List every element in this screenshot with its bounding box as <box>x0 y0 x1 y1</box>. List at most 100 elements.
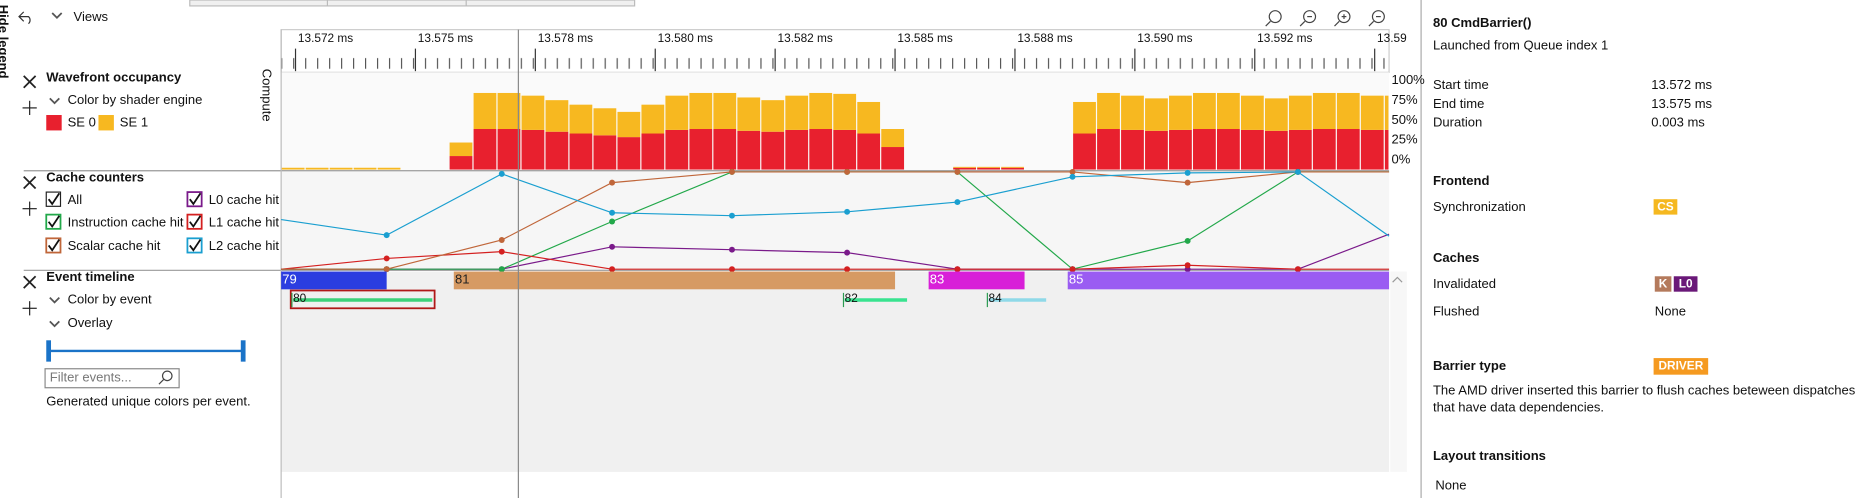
occupancy-bar <box>497 92 521 130</box>
counter-point <box>1294 266 1301 273</box>
color-mode[interactable]: Color by shader engine <box>68 92 203 107</box>
remove-button[interactable] <box>23 275 37 289</box>
occupancy-bar <box>473 129 497 170</box>
remove-button[interactable] <box>23 176 37 190</box>
occupancy-bar <box>1097 129 1120 170</box>
field-label: Duration <box>1433 115 1482 130</box>
counter-point <box>954 168 961 175</box>
move-button[interactable] <box>22 100 37 116</box>
counter-point <box>609 179 616 186</box>
event-label: 84 <box>989 291 1003 305</box>
occupancy-bar <box>641 104 665 134</box>
checkbox-label[interactable]: Scalar cache hit <box>68 238 161 253</box>
hide-legend[interactable]: Hide legend <box>0 5 11 79</box>
occupancy-bar <box>761 100 785 132</box>
field-value: None <box>1655 303 1686 318</box>
filter-placeholder[interactable]: Filter events... <box>50 370 132 385</box>
occupancy-bar <box>1240 129 1264 170</box>
occupancy-bar <box>1121 129 1144 170</box>
occupancy-bar <box>305 167 329 170</box>
scrollbar[interactable] <box>1390 271 1407 472</box>
event-bar <box>1067 271 1390 290</box>
counter-point <box>1184 169 1191 176</box>
counter-point <box>498 237 505 243</box>
occupancy-bar <box>665 95 689 130</box>
event-bar <box>281 271 387 290</box>
section-title: Wavefront occupancy <box>46 70 182 85</box>
counter-point <box>609 209 616 216</box>
occupancy-bar <box>1216 92 1240 130</box>
x-tick-label: 13.582 ms <box>778 31 833 45</box>
counter-point <box>498 248 505 255</box>
badge-text: K <box>1659 277 1668 291</box>
range-slider[interactable] <box>46 340 246 362</box>
occupancy-bar <box>569 133 593 170</box>
occupancy-bar <box>1073 133 1096 170</box>
occupancy-bar <box>1264 98 1288 131</box>
counter-point <box>609 266 616 273</box>
undo-button[interactable] <box>18 11 31 25</box>
description: that have data dependencies. <box>1433 399 1604 414</box>
occupancy-bar <box>761 131 785 170</box>
occupancy-bar <box>809 92 833 130</box>
move-button[interactable] <box>22 201 37 216</box>
counter-point <box>1294 168 1301 175</box>
search-icon[interactable] <box>158 370 173 385</box>
badge <box>1653 199 1678 215</box>
filter-input[interactable] <box>44 368 180 389</box>
checkbox-label[interactable]: Instruction cache hit <box>68 214 184 229</box>
event-label: 79 <box>282 271 297 286</box>
counter-point <box>844 168 851 175</box>
occupancy-bar <box>1288 129 1312 170</box>
checkbox-label[interactable]: L2 cache hit <box>209 238 280 253</box>
occupancy-bar <box>353 167 377 170</box>
occupancy-bar <box>689 129 713 170</box>
section-heading: Layout transitions <box>1433 448 1546 463</box>
occupancy-bars <box>281 92 1389 170</box>
field-label: End time <box>1433 96 1484 111</box>
counter-point <box>609 218 616 225</box>
legend-label: SE 1 <box>120 115 148 130</box>
occupancy-bar <box>1169 129 1192 170</box>
occupancy-bar <box>881 129 905 148</box>
checkbox-label[interactable]: L0 cache hit <box>209 192 280 207</box>
overlay[interactable]: Overlay <box>68 315 113 330</box>
views-chevron[interactable] <box>51 12 63 20</box>
scroll-up[interactable] <box>1392 276 1403 283</box>
occupancy-bar <box>833 93 857 130</box>
occupancy-bar <box>449 142 473 157</box>
checkbox-label[interactable]: L1 cache hit <box>209 214 280 229</box>
ruler-minor-ticks <box>281 0 1390 73</box>
occupancy-bar <box>737 130 761 170</box>
occupancy-bar <box>1288 95 1312 130</box>
views-label[interactable]: Views <box>74 9 109 24</box>
field-label: Invalidated <box>1433 276 1496 291</box>
occupancy-bar <box>497 129 521 170</box>
occupancy-bar <box>329 167 353 170</box>
field-label: Start time <box>1433 77 1489 92</box>
remove-button[interactable] <box>23 75 37 89</box>
chevron[interactable] <box>49 296 60 304</box>
occupancy-bar <box>1216 129 1240 170</box>
occupancy-bar <box>1121 95 1144 130</box>
counter-point <box>954 199 961 206</box>
badge <box>1654 276 1672 292</box>
occupancy-bar <box>1336 92 1360 130</box>
legend-swatch <box>46 115 62 131</box>
occupancy-bar <box>617 137 641 170</box>
occupancy-bar <box>689 92 713 130</box>
occupancy-bar <box>1312 129 1336 170</box>
checkbox-label[interactable]: All <box>68 192 83 207</box>
counter-point <box>498 170 505 177</box>
occupancy-bar <box>593 135 617 170</box>
occupancy-bar <box>1312 92 1336 130</box>
color-mode[interactable]: Color by event <box>68 291 152 306</box>
description: The AMD driver inserted this barrier to … <box>1433 383 1856 398</box>
occupancy-bar <box>785 95 809 130</box>
move-button[interactable] <box>22 301 37 316</box>
section-title: Cache counters <box>46 169 144 184</box>
chevron[interactable] <box>49 320 60 328</box>
counter-point <box>844 208 851 215</box>
chevron[interactable] <box>49 97 60 105</box>
section-heading: Caches <box>1433 250 1479 265</box>
